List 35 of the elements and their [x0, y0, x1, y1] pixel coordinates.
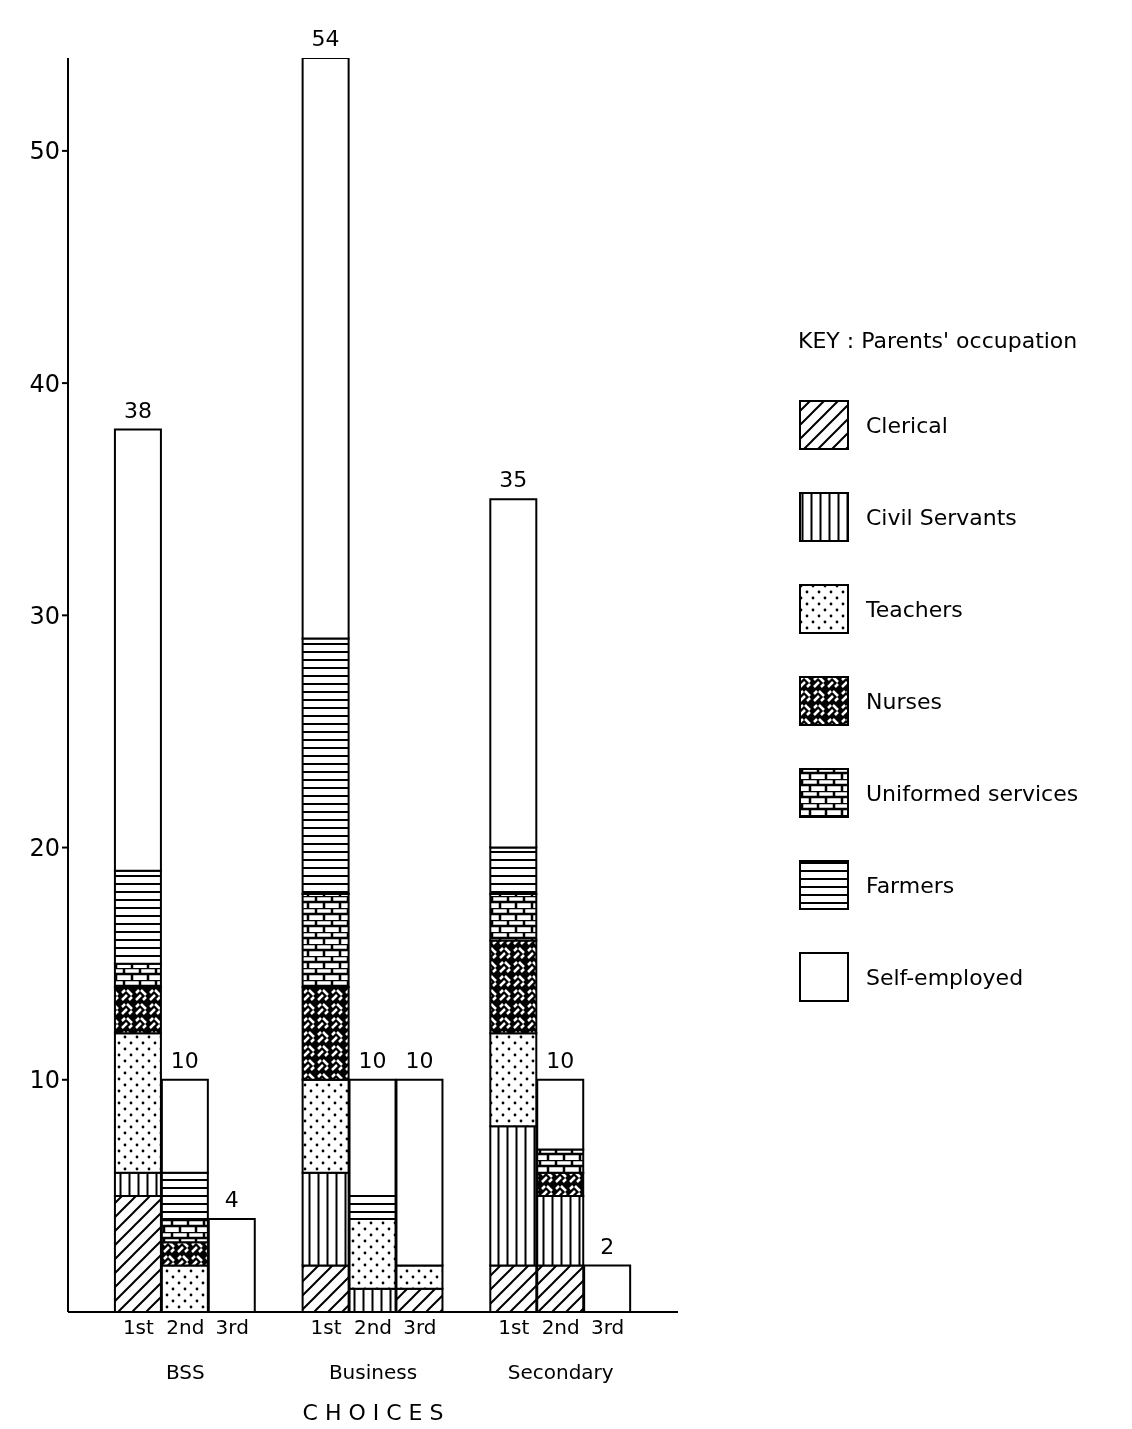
- total-label: 54: [311, 26, 340, 51]
- x-axis-title: C H O I C E S: [301, 1400, 445, 1425]
- x-tick-label: 1st: [498, 1315, 530, 1340]
- total-label: 10: [358, 1047, 387, 1073]
- total-label: 10: [546, 1047, 575, 1073]
- legend-label: Uniformed services: [866, 780, 1079, 806]
- total-label: 10: [405, 1047, 434, 1073]
- x-tick-label: 3rd: [403, 1315, 437, 1340]
- total-label: 10: [170, 1047, 199, 1073]
- x-tick-label: 1st: [310, 1315, 342, 1340]
- x-tick-label: 2nd: [541, 1315, 580, 1340]
- legend-label: Civil Servants: [866, 504, 1017, 530]
- x-tick-label: 3rd: [590, 1315, 625, 1340]
- y-tick-label: 20: [29, 834, 60, 863]
- legend-label: Teachers: [866, 596, 963, 622]
- text: BSS: [164, 1360, 206, 1384]
- y-tick-label: 10: [29, 1066, 60, 1095]
- y-tick-label: 30: [29, 601, 60, 630]
- y-tick-label: 40: [29, 369, 60, 398]
- legend-label: Clerical: [866, 412, 948, 438]
- legend-label: Self-employed: [866, 964, 1024, 990]
- total-label: 35: [499, 467, 528, 493]
- legend-label: Farmers: [866, 872, 955, 898]
- legend-title: KEY : Parents' occupation: [798, 328, 1079, 353]
- x-tick-label: 2nd: [353, 1315, 393, 1340]
- legend-label: Nurses: [866, 688, 942, 714]
- total-label: 2: [600, 1233, 615, 1259]
- y-tick-label: 50: [29, 137, 60, 166]
- total-label: 4: [224, 1187, 239, 1213]
- total-label: 38: [123, 397, 152, 423]
- x-tick-label: 1st: [122, 1315, 155, 1340]
- text: Secondary: [506, 1360, 615, 1384]
- x-tick-label: 2nd: [166, 1315, 205, 1340]
- text: Business: [327, 1360, 419, 1384]
- x-tick-label: 3rd: [215, 1315, 249, 1340]
